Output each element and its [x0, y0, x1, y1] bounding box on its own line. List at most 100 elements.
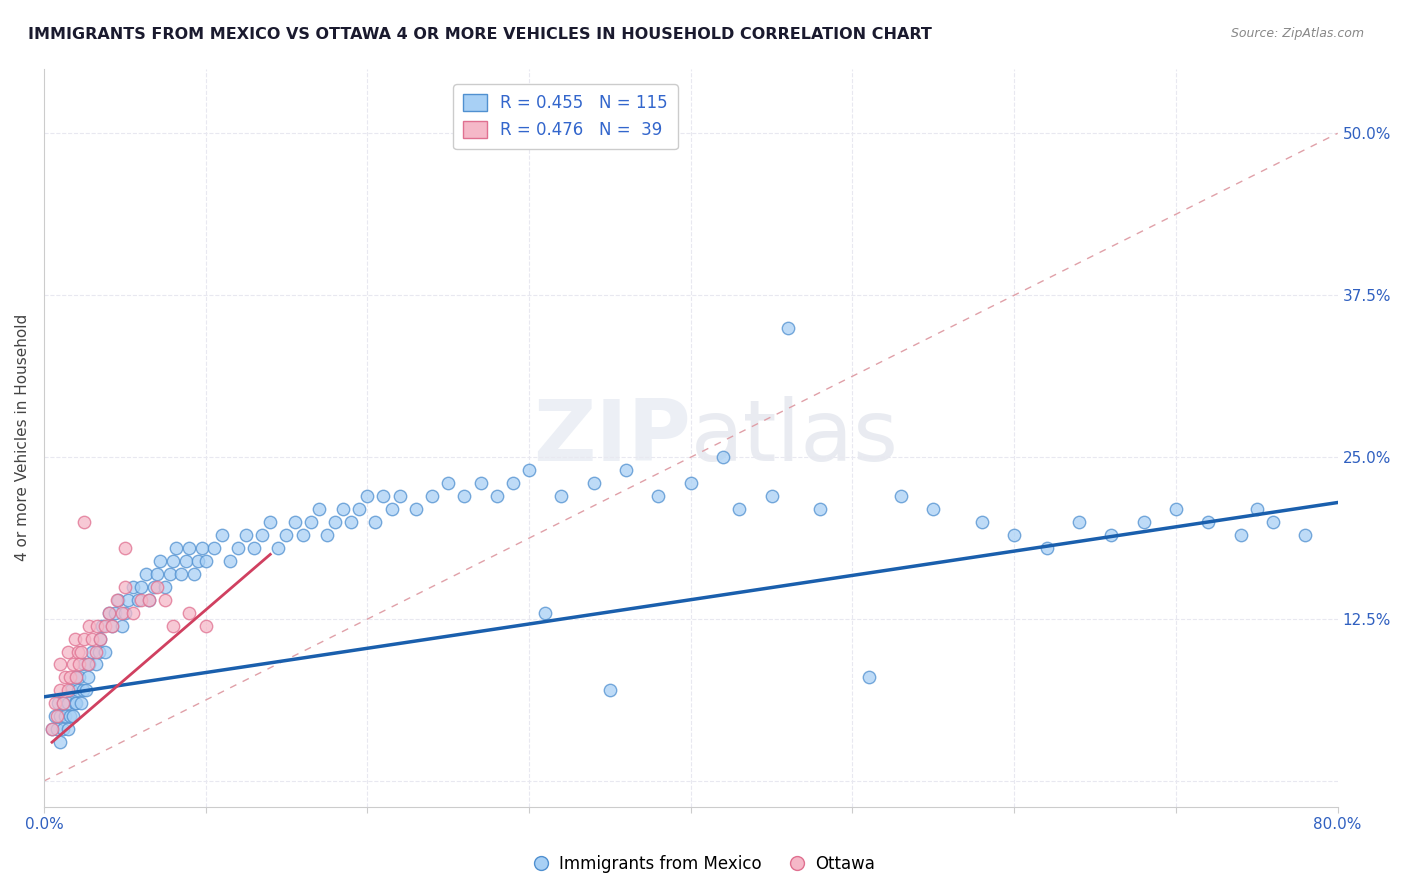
- Point: [65, 670, 87, 684]
- Point: [73, 657, 96, 672]
- Point: [101, 618, 124, 632]
- Point: [73, 515, 96, 529]
- Point: [1197, 515, 1219, 529]
- Point: [323, 515, 346, 529]
- Point: [105, 592, 128, 607]
- Point: [599, 683, 621, 698]
- Point: [235, 528, 257, 542]
- Point: [63, 632, 86, 646]
- Point: [52, 723, 75, 737]
- Point: [808, 502, 831, 516]
- Point: [114, 541, 136, 555]
- Point: [191, 541, 214, 555]
- Point: [1002, 528, 1025, 542]
- Point: [186, 554, 208, 568]
- Point: [76, 657, 98, 672]
- Point: [135, 566, 157, 581]
- Point: [291, 528, 314, 542]
- Point: [183, 566, 205, 581]
- Point: [308, 502, 330, 516]
- Point: [502, 476, 524, 491]
- Point: [89, 632, 111, 646]
- Point: [153, 592, 176, 607]
- Point: [73, 632, 96, 646]
- Point: [41, 723, 63, 737]
- Point: [420, 489, 443, 503]
- Point: [121, 580, 143, 594]
- Point: [56, 696, 79, 710]
- Point: [84, 657, 107, 672]
- Point: [49, 735, 72, 749]
- Point: [56, 683, 79, 698]
- Point: [582, 476, 605, 491]
- Point: [107, 592, 129, 607]
- Point: [77, 657, 100, 672]
- Point: [1164, 502, 1187, 516]
- Point: [53, 670, 76, 684]
- Point: [250, 528, 273, 542]
- Point: [49, 657, 72, 672]
- Point: [153, 580, 176, 594]
- Point: [62, 657, 84, 672]
- Point: [56, 644, 79, 658]
- Point: [69, 670, 91, 684]
- Point: [41, 723, 63, 737]
- Point: [65, 696, 87, 710]
- Point: [110, 606, 132, 620]
- Point: [922, 502, 945, 516]
- Point: [356, 489, 378, 503]
- Point: [1246, 502, 1268, 516]
- Point: [76, 670, 98, 684]
- Point: [86, 618, 108, 632]
- Point: [259, 515, 281, 529]
- Point: [97, 606, 120, 620]
- Point: [94, 644, 117, 658]
- Text: Source: ZipAtlas.com: Source: ZipAtlas.com: [1230, 27, 1364, 40]
- Point: [340, 515, 363, 529]
- Point: [65, 670, 87, 684]
- Point: [114, 606, 136, 620]
- Point: [364, 515, 387, 529]
- Point: [52, 696, 75, 710]
- Point: [149, 554, 172, 568]
- Point: [69, 657, 91, 672]
- Point: [89, 632, 111, 646]
- Point: [890, 489, 912, 503]
- Point: [59, 670, 82, 684]
- Point: [97, 606, 120, 620]
- Point: [1229, 528, 1251, 542]
- Point: [94, 618, 117, 632]
- Point: [162, 618, 184, 632]
- Point: [170, 566, 193, 581]
- Point: [162, 554, 184, 568]
- Point: [121, 606, 143, 620]
- Point: [405, 502, 427, 516]
- Point: [48, 696, 70, 710]
- Point: [1067, 515, 1090, 529]
- Point: [110, 618, 132, 632]
- Point: [550, 489, 572, 503]
- Point: [44, 696, 66, 710]
- Text: atlas: atlas: [690, 396, 898, 479]
- Point: [56, 723, 79, 737]
- Point: [146, 580, 169, 594]
- Point: [62, 709, 84, 723]
- Point: [276, 528, 298, 542]
- Point: [91, 618, 114, 632]
- Point: [75, 683, 97, 698]
- Point: [138, 592, 160, 607]
- Point: [711, 450, 734, 465]
- Point: [82, 644, 104, 658]
- Point: [53, 709, 76, 723]
- Point: [283, 515, 305, 529]
- Point: [82, 632, 104, 646]
- Point: [70, 696, 93, 710]
- Point: [485, 489, 508, 503]
- Point: [49, 709, 72, 723]
- Point: [104, 606, 127, 620]
- Point: [63, 696, 86, 710]
- Point: [72, 683, 94, 698]
- Point: [243, 541, 266, 555]
- Point: [117, 592, 139, 607]
- Legend: R = 0.455   N = 115, R = 0.476   N =  39: R = 0.455 N = 115, R = 0.476 N = 39: [453, 84, 678, 149]
